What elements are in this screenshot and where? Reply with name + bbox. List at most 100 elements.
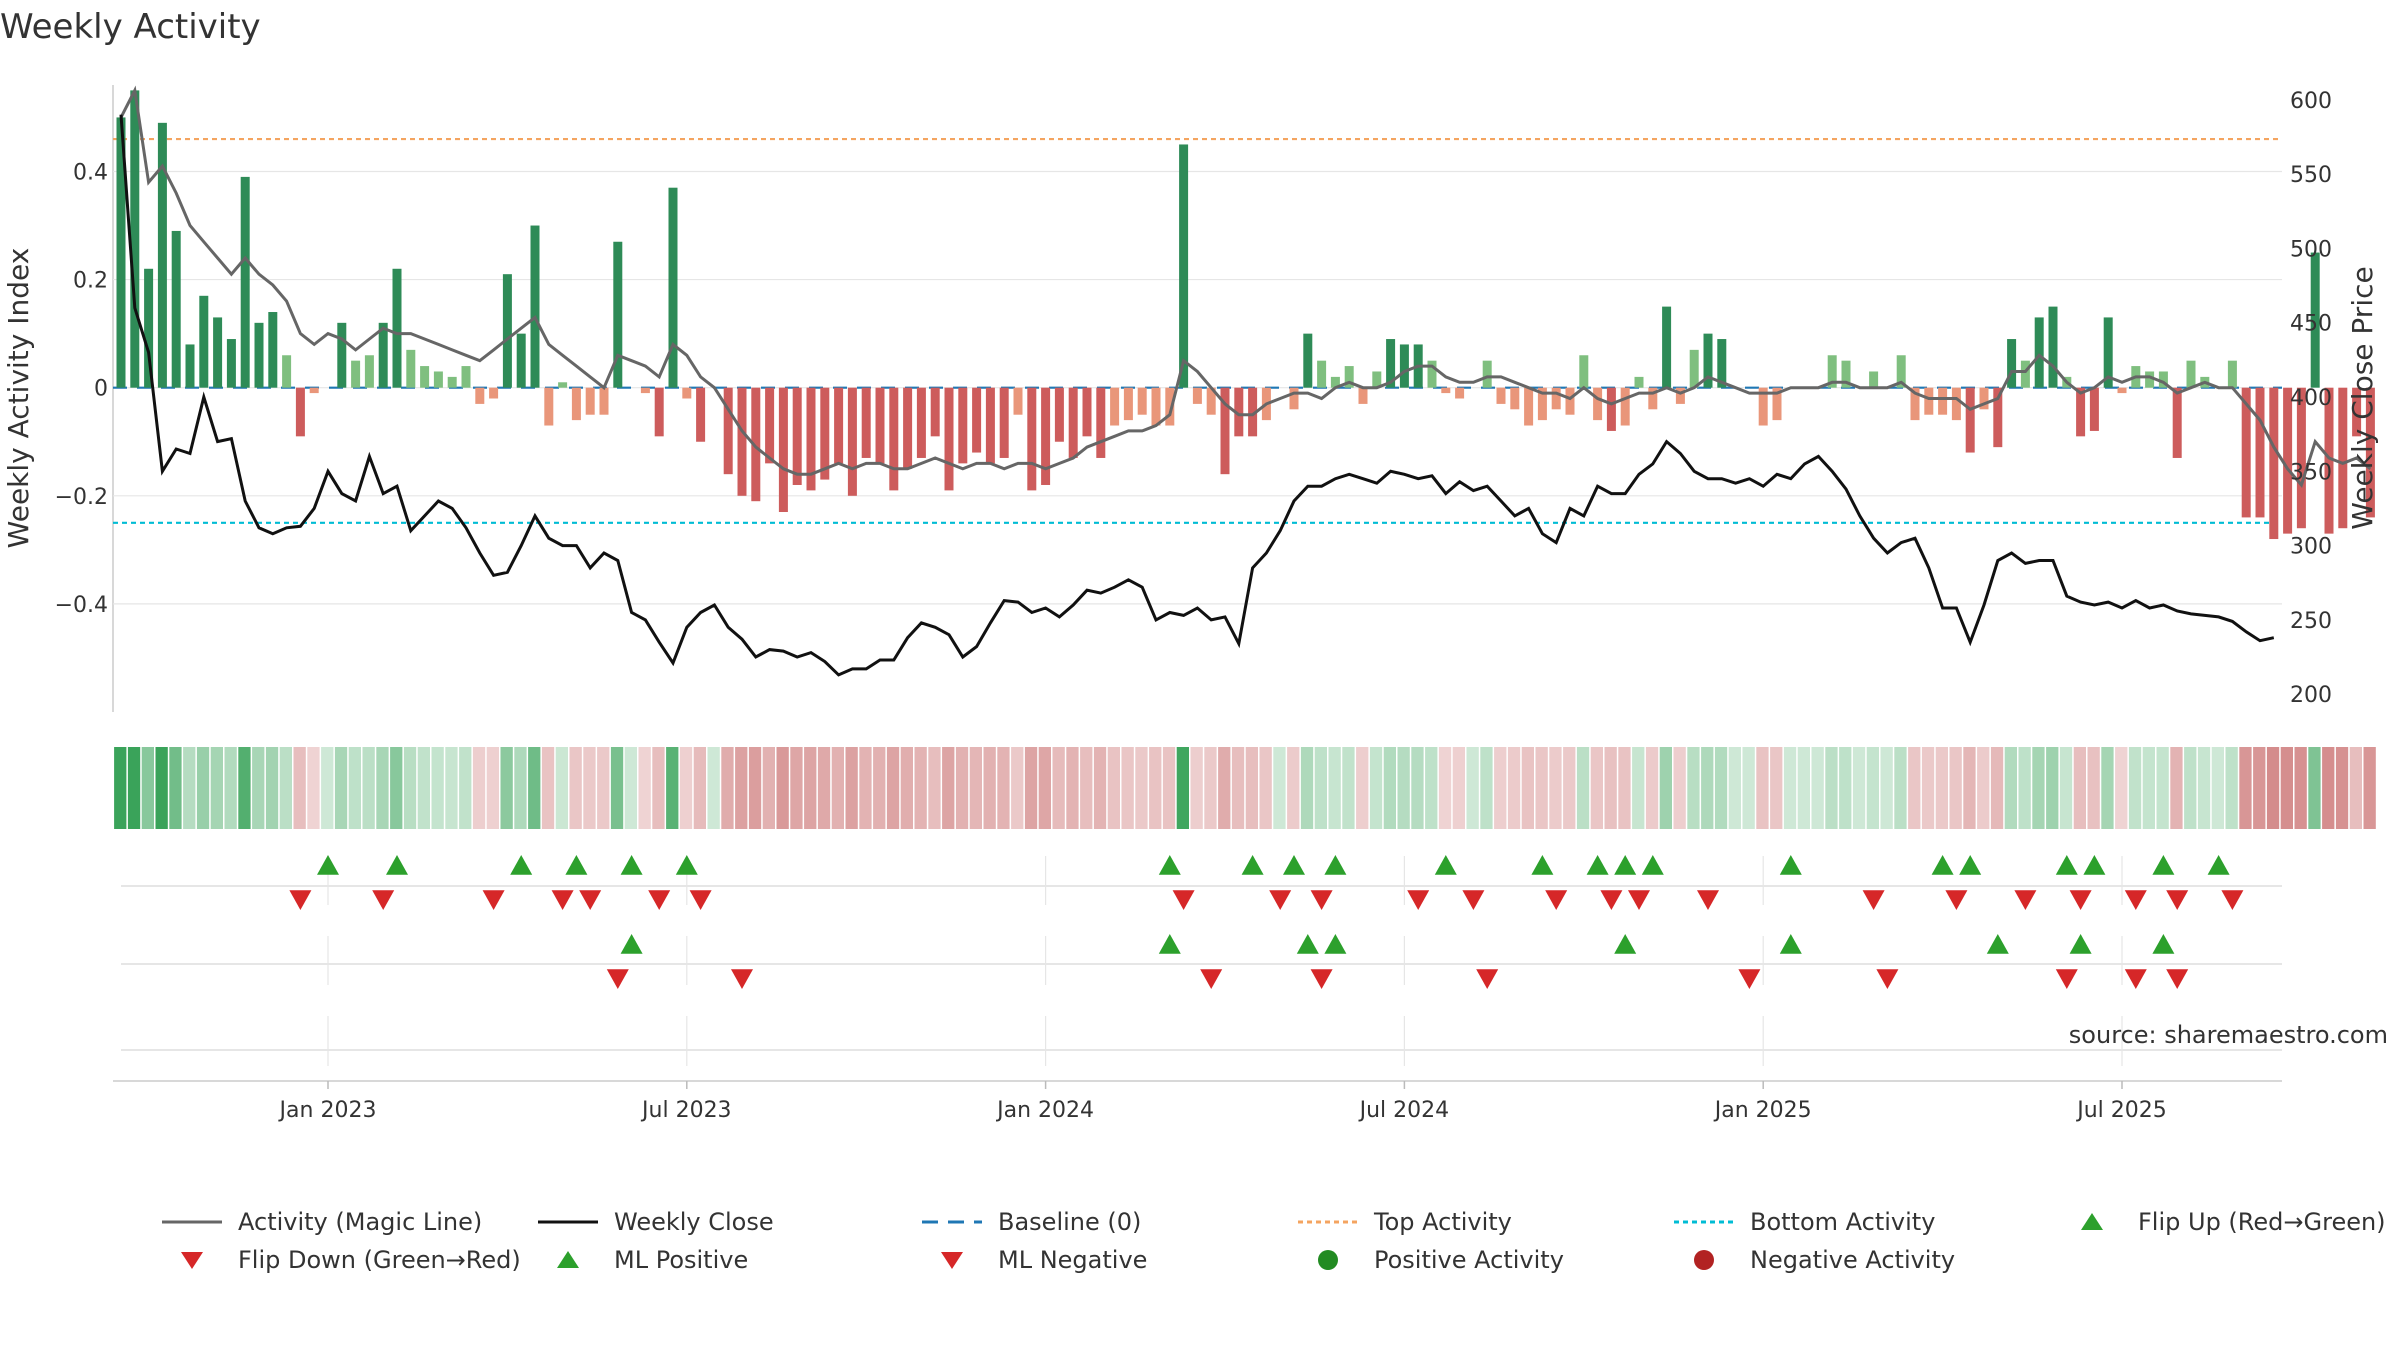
strip-cell [307,747,320,829]
strip-cell [1383,747,1396,829]
flip-down-marker [689,890,712,910]
strip-cell [431,747,444,829]
activity-bar [916,387,926,458]
legend-label: Negative Activity [1750,1246,1956,1274]
strip-cell [1480,747,1493,829]
strip-cell [334,747,348,829]
strip-cell [1066,747,1079,829]
strip-cell [1687,747,1700,829]
activity-bar [1620,387,1630,426]
legend-swatch-icon [181,1252,203,1269]
strip-cell [2184,747,2197,829]
activity-bar [972,387,982,453]
strip-cell [2335,747,2349,829]
activity-bar [489,387,499,399]
flip-down-marker [551,890,574,910]
strip-cell [1921,747,1935,829]
activity-bar [1330,376,1340,388]
activity-bar [1110,387,1120,426]
activity-bar [1924,387,1934,415]
activity-bar [1317,360,1327,388]
activity-bar [1496,387,1506,404]
strip-cell [1342,747,1355,829]
strip-cell [445,747,458,829]
legend: Activity (Magic Line) Weekly Close Baselin… [160,1208,2400,1292]
strip-cell [693,747,706,829]
flip-up-marker [1531,855,1554,875]
activity-bar [613,241,623,388]
activity-bar [1455,387,1465,399]
strip-cell [914,747,927,829]
activity-bar [254,322,264,388]
activity-bar [1165,387,1175,426]
legend-circle [1694,1250,1714,1270]
main-panel: 0.4 0.2 0 −0.2 −0.4 600 550 500 450 400 350 300 250… [2,85,2379,712]
flip-down-marker [2124,890,2147,910]
activity-bar [654,387,664,437]
legend-label: Flip Up (Red→Green) [2138,1208,2386,1236]
flip-down-marker [2166,890,2189,910]
activity-bar [765,387,775,464]
strip-cell [1397,747,1410,829]
strip-cell [1866,747,1879,829]
flip-down-marker [2221,890,2244,910]
activity-bar [1372,371,1382,388]
strip-cell [1701,747,1714,829]
activity-bar [185,344,195,388]
activity-bar [1662,306,1672,388]
strip-cell [1135,747,1148,829]
activity-bar [171,230,181,388]
legend-tri-up [557,1251,579,1268]
strip-cell [928,747,941,829]
strip-cell [1521,747,1534,829]
flip-down-marker [372,890,395,910]
legend-swatch-icon [922,1220,982,1224]
strip-cell [1356,747,1369,829]
strip-cell [790,747,803,829]
strip-cell [1742,747,1755,829]
activity-bar [792,387,802,485]
flip-down-marker [579,890,602,910]
activity-bar [1703,333,1713,388]
ml-positive-marker [1614,934,1637,954]
legend-item: Bottom Activity [1672,1208,1935,1236]
activity-bar [378,322,388,388]
ml-negative-marker [2166,969,2189,989]
activity-bar [1303,333,1313,388]
strip-cell [2308,747,2321,829]
strip-cell [1328,747,1341,829]
strip-cell [1011,747,1024,829]
strip-cell [403,747,417,829]
activity-bar [599,387,609,415]
activity-bar [2034,317,2044,388]
activity-bar [1206,387,1216,415]
activity-bar [1593,387,1603,421]
legend-label: Bottom Activity [1750,1208,1936,1236]
strip-cell [376,747,389,829]
activity-bar [820,387,830,480]
strip-cell [183,747,196,829]
ml-negative-marker [1876,969,1899,989]
activity-bar [1537,387,1547,421]
activity-bar [2365,387,2375,518]
activity-bar [806,387,816,491]
strip-cell [1425,747,1438,829]
activity-bar [406,349,416,388]
strip-cell [2101,747,2114,829]
strip-cell [1300,747,1314,829]
strip-cell [1935,747,1948,829]
ml-negative-marker [2124,969,2147,989]
y-tick-label: −0.2 [55,485,108,510]
activity-bar [2076,387,2086,437]
strip-cell [1024,747,1038,829]
flip-down-marker [2069,890,2092,910]
activity-bar [2089,387,2099,431]
strip-cell [1990,747,2004,829]
activity-bar [1096,387,1106,458]
strip-cell [114,747,127,829]
activity-bar [157,122,167,388]
y2-tick-label: 250 [2290,609,2332,634]
strip-cell [2322,747,2335,829]
strip-cell [2018,747,2031,829]
strip-cell [1038,747,1051,829]
